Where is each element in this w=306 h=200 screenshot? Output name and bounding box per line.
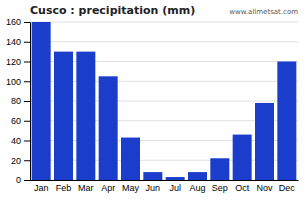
tick: Oct	[235, 183, 250, 193]
watermark: www.allmetsat.com	[229, 8, 298, 16]
tick-label: Jun	[146, 183, 161, 193]
tick-label: Aug	[189, 183, 205, 193]
tick-label: 140	[6, 37, 21, 47]
tick-label: Feb	[56, 183, 72, 193]
tick: Sep	[212, 183, 228, 193]
tick-label: May	[122, 183, 140, 193]
tick-label: Mar	[78, 183, 94, 193]
bar	[255, 103, 274, 180]
bar	[188, 172, 207, 180]
bar	[233, 135, 252, 180]
y-axis: 0 20 40 60 80 100 120 140 160	[6, 17, 31, 185]
tick-label: 80	[11, 96, 21, 106]
tick-mark	[24, 101, 30, 102]
tick: 160	[6, 17, 30, 27]
grid-line	[30, 22, 298, 23]
bar	[121, 138, 140, 180]
tick-label: Oct	[235, 183, 250, 193]
x-axis: Jan Feb Mar Apr May Jun Jul Aug Sep Oct Nov Dec	[31, 181, 299, 194]
tick: 140	[6, 37, 30, 47]
tick-label: 100	[6, 77, 21, 87]
tick: 100	[6, 77, 30, 87]
tick: 120	[6, 57, 30, 67]
tick: Dec	[279, 183, 296, 193]
tick-mark	[24, 121, 30, 122]
tick: 40	[11, 136, 30, 146]
tick: Feb	[56, 183, 72, 193]
tick-label: Nov	[256, 183, 273, 193]
tick: 80	[11, 96, 30, 106]
tick-mark	[24, 81, 30, 82]
tick: Apr	[101, 183, 115, 193]
bar	[166, 177, 185, 180]
bar	[32, 22, 51, 180]
bar	[99, 76, 118, 180]
tick-mark	[24, 180, 30, 181]
tick-label: Dec	[279, 183, 296, 193]
bar	[277, 62, 296, 181]
tick: May	[122, 183, 140, 193]
bar	[143, 172, 162, 180]
tick: Aug	[189, 183, 205, 193]
tick-label: Jul	[169, 183, 181, 193]
tick-label: 60	[11, 116, 21, 126]
tick-mark	[24, 22, 30, 23]
tick-mark	[24, 62, 30, 63]
bar	[76, 52, 95, 180]
tick: 60	[11, 116, 30, 126]
tick: Nov	[256, 183, 273, 193]
axis-line	[31, 180, 299, 181]
tick-label: Jan	[34, 183, 49, 193]
tick-label: 40	[11, 136, 21, 146]
tick-label: Sep	[212, 183, 228, 193]
tick-mark	[24, 160, 30, 161]
bars	[32, 22, 297, 180]
tick-mark	[24, 141, 30, 142]
tick-label: 20	[11, 156, 21, 166]
tick: Jan	[34, 183, 49, 193]
title: Cusco : precipitation (mm)	[30, 4, 195, 17]
tick: Jul	[169, 183, 181, 193]
tick: 20	[11, 156, 30, 166]
chart: Cusco : precipitation (mm) www.allmetsat.…	[0, 0, 306, 200]
tick: Mar	[78, 183, 94, 193]
axis-line	[24, 23, 31, 181]
tick: 0	[16, 175, 30, 185]
grid	[30, 22, 298, 180]
tick-label: 120	[6, 57, 21, 67]
bar	[210, 158, 229, 180]
tick: Jun	[146, 183, 161, 193]
tick-label: 160	[6, 17, 21, 27]
tick-label: Apr	[101, 183, 115, 193]
plot: 020406080100120140160JanFebMarAprMayJunJ…	[6, 17, 299, 193]
bar	[54, 52, 73, 180]
grid-line	[30, 41, 298, 42]
tick-label: 0	[16, 175, 21, 185]
tick-mark	[24, 42, 30, 43]
